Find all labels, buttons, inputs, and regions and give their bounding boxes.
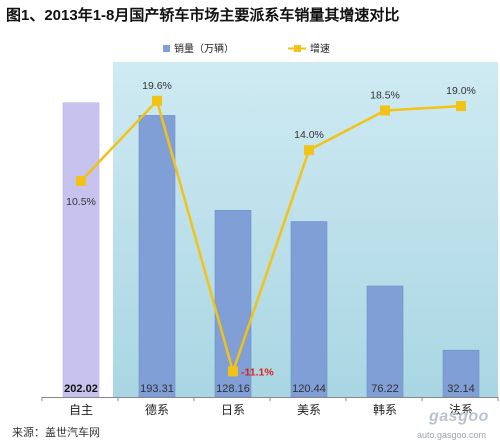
growth-label: 19.6%: [142, 80, 172, 92]
bar-美系: [290, 221, 328, 398]
growth-marker: [152, 95, 162, 106]
x-tick-label: 自主: [69, 403, 93, 417]
bar-series: 202.02 193.31 128.16 120.44 76.22 32.14: [62, 102, 480, 398]
chart-title: 图1、2013年1-8月国产轿车市场主要派系车销量其增速对比: [6, 7, 400, 24]
x-axis: 自主 德系 日系 美系 韩系 法系: [41, 397, 499, 417]
bar-value-label: 32.14: [447, 383, 475, 395]
growth-label: 19.0%: [446, 85, 476, 97]
legend-label-line: 增速: [310, 42, 330, 55]
legend-label-bar: 销量（万辆）: [174, 42, 234, 55]
growth-marker: [380, 105, 390, 116]
growth-marker: [76, 176, 86, 187]
legend-marker-line: [294, 45, 301, 52]
growth-marker: [456, 101, 466, 112]
growth-line: [80, 98, 462, 376]
bar-value-label: 202.02: [64, 383, 98, 395]
bar-value-label: 128.16: [216, 383, 250, 395]
watermark-brand: gasgoo: [429, 408, 489, 425]
bar-德系: [138, 115, 176, 398]
x-tick-label: 美系: [297, 403, 321, 417]
bar-韩系: [366, 285, 404, 398]
bar-自主: [62, 102, 100, 398]
growth-marker: [304, 145, 314, 156]
gasgoo-watermark: gasgoo auto.gasgoo.com: [415, 408, 495, 442]
growth-label: 14.0%: [294, 129, 324, 141]
bar-value-label: 193.31: [140, 383, 174, 395]
growth-label: 10.5%: [66, 196, 96, 208]
growth-marker: [228, 366, 238, 377]
bar-日系: [214, 210, 252, 398]
x-tick-label: 韩系: [373, 402, 397, 417]
chart-legend: 销量（万辆） 增速: [163, 42, 330, 55]
bar-value-label: 120.44: [292, 383, 326, 395]
x-tick-label: 法系: [449, 403, 473, 417]
watermark-url: auto.gasgoo.com: [417, 430, 487, 440]
growth-label: -11.1%: [241, 366, 274, 378]
x-tick-label: 德系: [145, 402, 169, 417]
bar-value-label: 76.22: [371, 383, 399, 395]
x-tick-label: 日系: [221, 403, 245, 417]
legend-swatch-bar: [163, 45, 170, 52]
line-series: 10.5% 19.6% -11.1% 14.0% 18.5% 19.0%: [66, 80, 476, 379]
source-note: 来源：盖世汽车网: [12, 427, 100, 439]
bar-法系: [442, 349, 480, 398]
growth-label: 18.5%: [370, 89, 400, 101]
